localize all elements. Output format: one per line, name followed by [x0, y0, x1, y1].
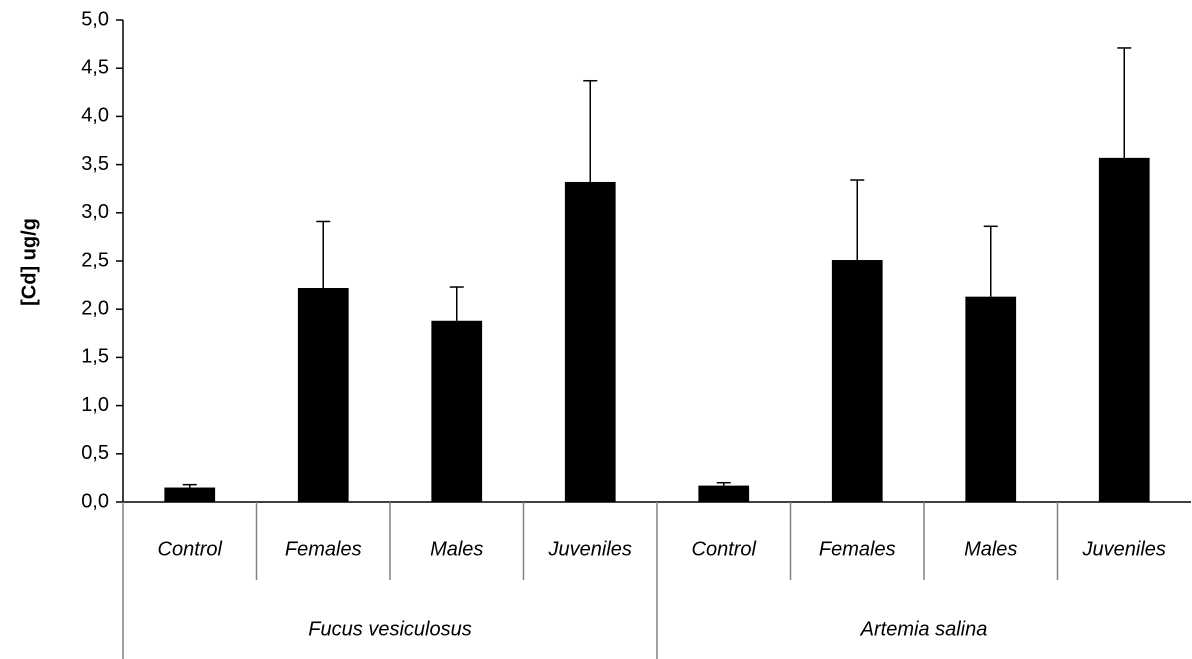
category-label: Juveniles: [1082, 538, 1166, 560]
y-tick-label: 2,0: [81, 297, 109, 319]
group-label: Fucus vesiculosus: [308, 618, 471, 640]
bar: [698, 485, 750, 502]
bar: [564, 181, 616, 502]
y-tick-label: 4,5: [81, 56, 109, 78]
category-label: Females: [819, 538, 896, 560]
y-tick-label: 0,0: [81, 490, 109, 512]
category-label: Juveniles: [548, 538, 632, 560]
y-tick-label: 3,5: [81, 153, 109, 175]
bar: [965, 296, 1017, 502]
bar: [297, 287, 349, 502]
bar: [431, 320, 483, 502]
y-tick-label: 1,0: [81, 394, 109, 416]
bar: [164, 487, 216, 502]
category-label: Males: [964, 538, 1017, 560]
category-label: Males: [430, 538, 483, 560]
y-tick-label: 4,0: [81, 105, 109, 127]
category-label: Control: [158, 538, 223, 560]
y-tick-label: 1,5: [81, 346, 109, 368]
y-tick-label: 5,0: [81, 8, 109, 30]
category-label: Females: [285, 538, 362, 560]
category-label: Control: [692, 538, 757, 560]
y-tick-label: 3,0: [81, 201, 109, 223]
y-tick-label: 0,5: [81, 442, 109, 464]
y-tick-label: 2,5: [81, 249, 109, 271]
y-axis-label: [Cd] ug/g: [18, 218, 40, 306]
bar: [1098, 157, 1150, 503]
group-label: Artemia salina: [860, 618, 988, 640]
bar: [831, 260, 883, 502]
